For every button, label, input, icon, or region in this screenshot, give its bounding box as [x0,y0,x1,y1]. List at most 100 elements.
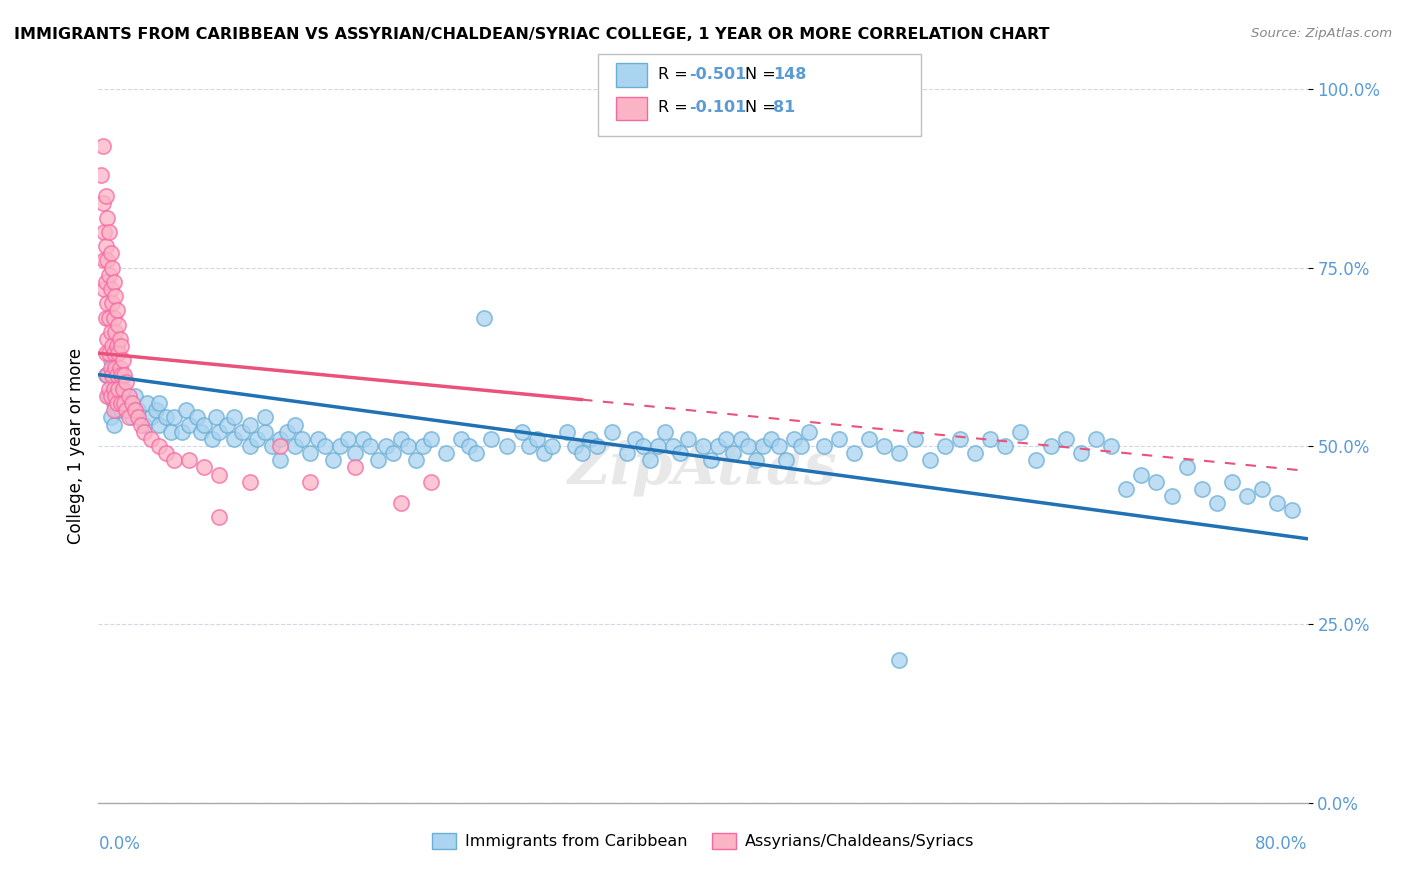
Point [434,446,457,460]
Point [631,439,654,453]
Point [1175,460,1198,475]
Point [745,453,768,467]
Text: 81: 81 [773,101,796,115]
Point [344,446,367,460]
Point [91,196,114,211]
Point [389,496,412,510]
Point [420,432,443,446]
Point [96,389,118,403]
Point [121,396,143,410]
Point [103,275,125,289]
Point [1085,432,1108,446]
Point [224,410,246,425]
Point [107,346,129,360]
Point [132,417,155,432]
Point [155,446,177,460]
Point [94,368,117,382]
Point [105,403,128,417]
Point [457,439,479,453]
Point [699,453,721,467]
Point [578,432,600,446]
Point [231,425,253,439]
Point [1281,503,1303,517]
Point [98,389,121,403]
Point [112,368,135,382]
Point [96,332,118,346]
Point [844,446,866,460]
Point [163,410,186,425]
Point [1010,425,1032,439]
Point [145,403,167,417]
Point [100,389,122,403]
Point [105,368,128,382]
Point [1220,475,1243,489]
Point [239,417,262,432]
Point [101,296,124,310]
Y-axis label: College, 1 year or more: College, 1 year or more [66,348,84,544]
Point [91,139,114,153]
Point [723,446,745,460]
Point [1024,453,1046,467]
Point [101,375,124,389]
Point [104,360,127,375]
Point [624,432,647,446]
Point [934,439,956,453]
Point [135,396,157,410]
Point [193,460,215,475]
Point [405,453,427,467]
Point [100,246,122,260]
Point [105,396,128,410]
Point [93,282,115,296]
Point [540,439,562,453]
Point [208,467,231,482]
Point [104,389,127,403]
Point [692,439,714,453]
Text: 148: 148 [773,67,807,81]
Point [103,310,125,325]
Point [105,339,128,353]
Point [98,225,121,239]
Point [994,439,1017,453]
Point [676,432,699,446]
Point [669,446,692,460]
Point [104,368,127,382]
Point [889,446,911,460]
Point [170,425,193,439]
Point [174,403,197,417]
Text: IMMIGRANTS FROM CARIBBEAN VS ASSYRIAN/CHALDEAN/SYRIAC COLLEGE, 1 YEAR OR MORE CO: IMMIGRANTS FROM CARIBBEAN VS ASSYRIAN/CH… [14,27,1049,42]
Point [965,446,987,460]
Point [783,432,806,446]
Point [110,368,132,382]
Point [322,453,344,467]
Point [118,410,141,425]
Point [110,382,132,396]
Point [647,439,669,453]
Point [107,375,129,389]
Point [979,432,1001,446]
Point [215,417,238,432]
Point [118,396,141,410]
Point [602,425,624,439]
Point [299,475,322,489]
Point [103,417,125,432]
Point [571,446,593,460]
Point [103,346,125,360]
Point [93,253,115,268]
Point [155,410,177,425]
Point [1130,467,1153,482]
Point [101,260,124,275]
Point [100,325,122,339]
Point [904,432,927,446]
Point [1267,496,1289,510]
Point [752,439,775,453]
Point [730,432,752,446]
Point [129,417,152,432]
Point [352,432,374,446]
Point [616,446,638,460]
Point [1115,482,1137,496]
Point [269,432,291,446]
Point [100,360,122,375]
Point [104,325,127,339]
Point [108,332,131,346]
Point [94,346,117,360]
